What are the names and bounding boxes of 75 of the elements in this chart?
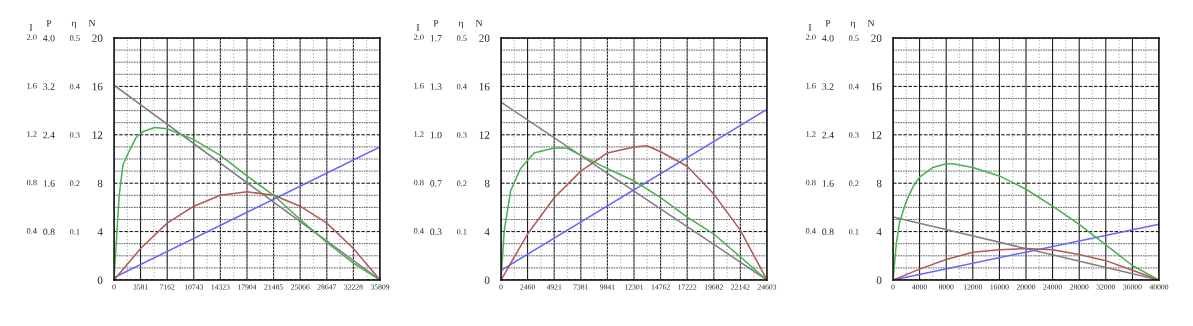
text: 0.4 (413, 228, 424, 234)
text: I (808, 24, 812, 31)
y2-tick-label: 1.0 (430, 131, 442, 139)
text: 2.0 (26, 34, 37, 41)
y2-tick-label: 2.4 (43, 131, 55, 139)
y-tick-label: 4 (876, 228, 882, 236)
text: 0.4 (26, 228, 37, 234)
y2-axis-title: P (825, 19, 831, 27)
y2-axis-title: P (433, 19, 439, 27)
y-tick-label: 20 (479, 34, 490, 42)
y3-tick-label: 0.1 (456, 228, 467, 235)
y-axis-title: N (475, 19, 483, 27)
text: 1.6 (27, 82, 37, 89)
y2-axis-title: P (46, 19, 52, 27)
y3-tick-label: 0.3 (69, 132, 80, 138)
text: 2.0 (413, 34, 424, 41)
y3-tick-label: 0.4 (69, 83, 80, 90)
y-tick-label: 8 (484, 179, 490, 188)
y3-tick-label: 0.2 (456, 180, 467, 187)
text: I (416, 24, 420, 31)
y3-tick-label: 0.5 (848, 35, 859, 42)
y2-tick-label: 1.3 (430, 83, 442, 90)
y3-tick-label: 0.1 (69, 228, 80, 235)
y-tick-label: 12 (92, 131, 103, 139)
y2-tick-label: 1.6 (43, 180, 55, 187)
y2-tick-label: 1.7 (430, 34, 442, 42)
text: 0.8 (805, 179, 816, 186)
y-tick-label: 16 (92, 82, 103, 91)
text: 0.8 (26, 179, 37, 186)
y-tick-label: 0 (876, 276, 882, 284)
y-tick-label: 8 (97, 179, 103, 188)
y3-tick-label: 0.2 (69, 180, 80, 187)
text: 1.6 (414, 82, 424, 89)
y-tick-label: 0 (97, 276, 103, 284)
y2-tick-label: 1.6 (822, 180, 834, 187)
text: 1.2 (27, 131, 37, 137)
y3-tick-label: 0.3 (456, 132, 467, 138)
y3-tick-label: 0.5 (456, 35, 467, 42)
y-tick-label: 20 (92, 34, 103, 42)
y3-axis-title: η (850, 21, 856, 29)
text: 0.4 (805, 228, 816, 234)
y-axis-title: N (867, 19, 875, 27)
y3-tick-label: 0.1 (848, 228, 859, 235)
y-tick-label: 16 (479, 82, 490, 91)
y-tick-label: 4 (97, 228, 103, 236)
y2-tick-label: 0.3 (430, 228, 442, 236)
y-tick-label: 20 (871, 34, 882, 42)
text: 1.6 (806, 82, 816, 89)
y-tick-label: 12 (479, 131, 490, 139)
y-tick-label: 0 (484, 276, 490, 284)
y2-tick-label: 0.7 (430, 180, 442, 187)
y2-tick-label: 4.0 (822, 34, 834, 42)
y2-tick-label: 0.8 (43, 228, 55, 236)
y3-tick-label: 0.5 (69, 35, 80, 42)
y2-tick-label: 4.0 (43, 34, 55, 42)
y3-tick-label: 0.4 (456, 83, 467, 90)
text: 1.2 (806, 131, 816, 137)
y3-tick-label: 0.4 (848, 83, 859, 90)
y2-tick-label: 3.2 (822, 83, 834, 90)
y-tick-label: 4 (484, 228, 490, 236)
y3-tick-label: 0.2 (848, 180, 859, 187)
y2-tick-label: 2.4 (822, 131, 834, 139)
y-tick-label: 8 (876, 179, 882, 188)
text: 0.8 (413, 179, 424, 186)
y2-tick-label: 3.2 (43, 83, 55, 90)
text: 2.0 (805, 34, 816, 41)
y-tick-label: 12 (871, 131, 882, 139)
y3-axis-title: η (71, 21, 77, 29)
text: I (29, 24, 33, 31)
text: 1.2 (414, 131, 424, 137)
y3-axis-title: η (458, 21, 464, 29)
y-axis-title: N (88, 19, 96, 27)
y-tick-label: 16 (871, 82, 882, 91)
y3-tick-label: 0.3 (848, 132, 859, 138)
y2-tick-label: 0.8 (822, 228, 834, 236)
